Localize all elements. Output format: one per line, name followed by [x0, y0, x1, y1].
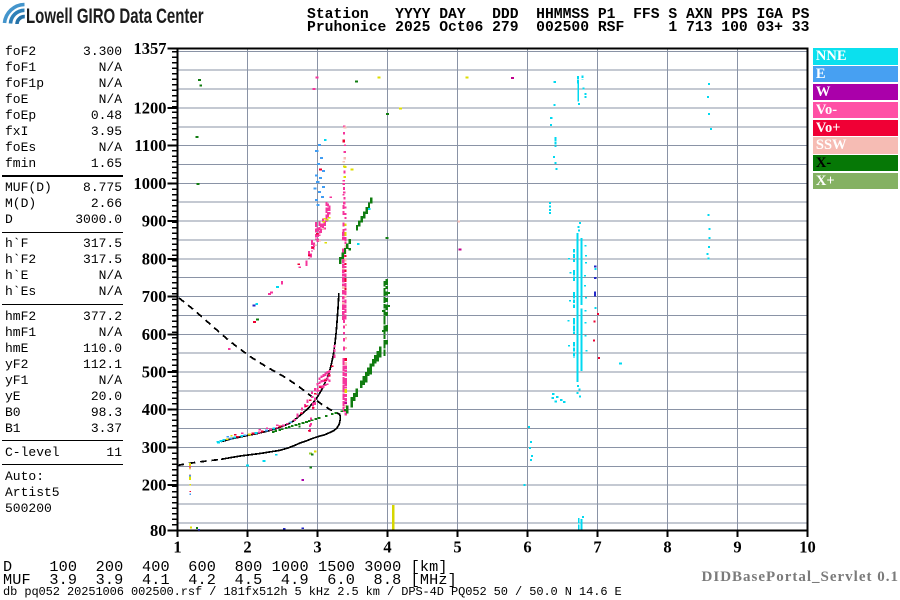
svg-text:400: 400 [142, 400, 167, 419]
svg-text:80: 80 [150, 521, 167, 540]
svg-text:5: 5 [453, 538, 461, 557]
svg-text:3: 3 [313, 538, 321, 557]
svg-text:2: 2 [243, 538, 251, 557]
svg-text:700: 700 [142, 287, 167, 306]
svg-text:4: 4 [383, 538, 391, 557]
svg-text:300: 300 [142, 438, 167, 457]
svg-text:10: 10 [799, 538, 816, 557]
svg-text:7: 7 [593, 538, 601, 557]
svg-text:1200: 1200 [134, 98, 167, 117]
svg-text:800: 800 [142, 249, 167, 268]
svg-text:1100: 1100 [134, 136, 166, 155]
svg-text:1: 1 [173, 538, 181, 557]
svg-text:600: 600 [142, 325, 167, 344]
svg-text:1000: 1000 [134, 174, 167, 193]
svg-text:9: 9 [733, 538, 741, 557]
svg-text:200: 200 [142, 476, 167, 495]
svg-text:900: 900 [142, 212, 167, 231]
svg-text:500: 500 [142, 363, 167, 382]
svg-text:6: 6 [523, 538, 531, 557]
svg-text:1357: 1357 [134, 39, 167, 58]
svg-text:8: 8 [663, 538, 671, 557]
